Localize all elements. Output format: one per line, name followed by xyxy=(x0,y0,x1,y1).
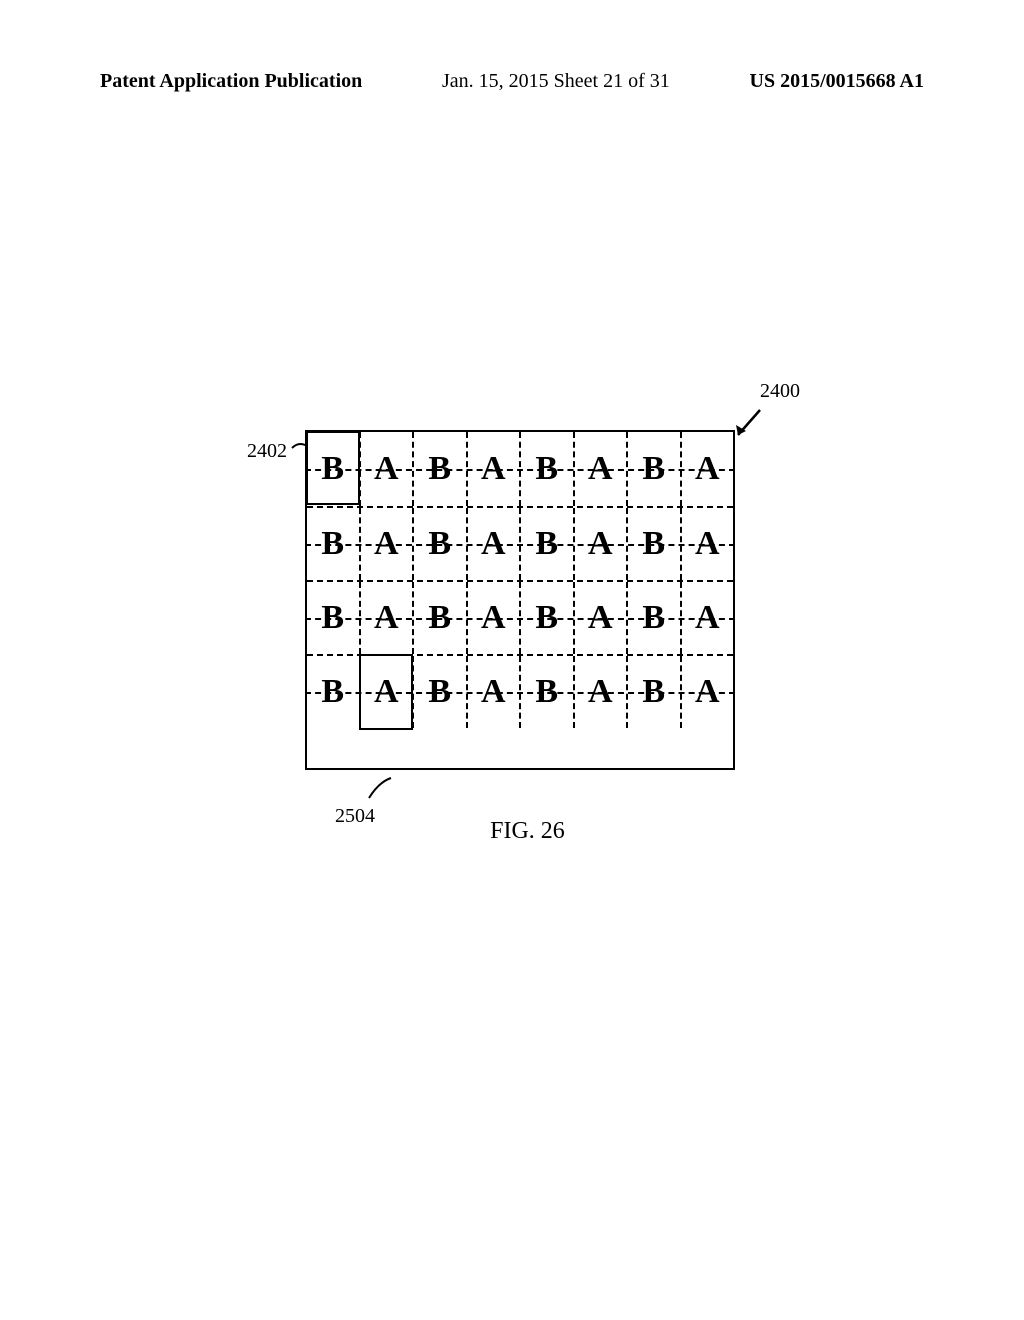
ref-2504-lead xyxy=(365,776,395,802)
header-right: US 2015/0015668 A1 xyxy=(750,70,924,93)
table-row: BABABABA xyxy=(307,654,733,728)
figure-caption: FIG. 26 xyxy=(490,818,565,845)
strike-line xyxy=(305,618,735,620)
grid-2400: BABABABABABABABABABABABABABABABA xyxy=(305,430,735,770)
spacer-row xyxy=(307,728,733,768)
ref-2402-label: 2402 xyxy=(247,440,287,463)
ref-2504-label: 2504 xyxy=(335,805,375,828)
ref-2400-label: 2400 xyxy=(760,380,800,403)
table-row: BABABABA xyxy=(307,432,733,506)
figure-container: 2400 2402 BABABABABABABABABABABABABABABA… xyxy=(305,430,735,770)
strike-line xyxy=(305,692,735,694)
table-row: BABABABA xyxy=(307,506,733,580)
table-row: BABABABA xyxy=(307,580,733,654)
strike-line xyxy=(305,469,735,471)
strike-line xyxy=(305,544,735,546)
header-center: Jan. 15, 2015 Sheet 21 of 31 xyxy=(442,70,670,93)
ref-2400-arrow xyxy=(730,405,770,445)
header-left: Patent Application Publication xyxy=(100,70,362,93)
